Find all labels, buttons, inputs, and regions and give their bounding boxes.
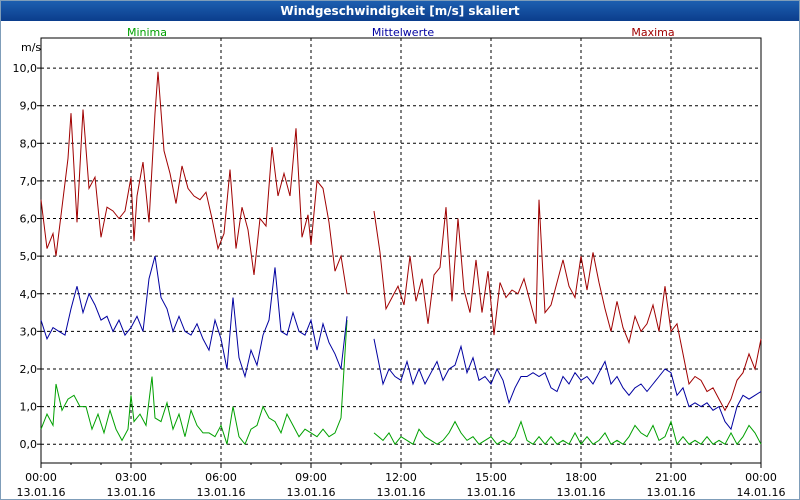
chart-title: Windgeschwindigkeit [m/s] skaliert xyxy=(1,1,799,21)
y-tick-label: 10,0 xyxy=(13,62,38,75)
y-tick-label: 3,0 xyxy=(20,325,38,338)
x-tick-date: 13.01.16 xyxy=(107,486,156,499)
legend-mittelwerte: Mittelwerte xyxy=(372,26,435,39)
y-tick-label: 4,0 xyxy=(20,288,38,301)
x-tick-date: 13.01.16 xyxy=(377,486,426,499)
series-line-minima xyxy=(373,420,762,446)
x-tick-time: 03:00 xyxy=(115,471,147,484)
y-axis-label: m/s xyxy=(21,41,41,54)
x-tick-date: 13.01.16 xyxy=(467,486,516,499)
legend-maxima: Maxima xyxy=(631,26,674,39)
y-tick-label: 0,0 xyxy=(20,438,38,451)
y-tick-label: 8,0 xyxy=(20,137,38,150)
y-tick-label: 7,0 xyxy=(20,175,38,188)
series-line-mittelwerte xyxy=(373,338,762,431)
y-tick-label: 5,0 xyxy=(20,250,38,263)
y-tick-label: 1,0 xyxy=(20,401,38,414)
series-line-minima xyxy=(40,320,348,446)
y-tick-label: 9,0 xyxy=(20,100,38,113)
series-line-maxima xyxy=(40,71,348,294)
x-tick-time: 09:00 xyxy=(295,471,327,484)
y-tick-label: 2,0 xyxy=(20,363,38,376)
x-tick-time: 06:00 xyxy=(205,471,237,484)
x-tick-time: 21:00 xyxy=(655,471,687,484)
x-axis: 00:00 13.01.16 03:00 13.01.16 06:00 13.01.16 0… xyxy=(17,463,786,499)
legend-minima: Minima xyxy=(127,26,167,39)
x-tick-time: 00:00 xyxy=(745,471,777,484)
x-tick-date: 14.01.16 xyxy=(737,486,786,499)
y-tick-label: 6,0 xyxy=(20,213,38,226)
series-line-mittelwerte xyxy=(40,255,348,379)
x-tick-time: 18:00 xyxy=(565,471,597,484)
x-tick-date: 13.01.16 xyxy=(17,486,66,499)
series-group xyxy=(40,71,762,446)
x-tick-date: 13.01.16 xyxy=(287,486,336,499)
x-tick-time: 12:00 xyxy=(385,471,417,484)
y-axis: 0,0 1,0 2,0 3,0 4,0 5,0 6,0 7,0 8,0 9,0 10,0 xyxy=(13,62,41,451)
x-tick-time: 00:00 xyxy=(25,471,57,484)
x-tick-date: 13.01.16 xyxy=(197,486,246,499)
x-tick-date: 13.01.16 xyxy=(557,486,606,499)
series-line-maxima xyxy=(373,199,762,412)
x-tick-time: 15:00 xyxy=(475,471,507,484)
x-tick-date: 13.01.16 xyxy=(647,486,696,499)
chart-svg: 0,0 1,0 2,0 3,0 4,0 5,0 6,0 7,0 8,0 9,0 10,0 00:00… xyxy=(13,26,786,499)
